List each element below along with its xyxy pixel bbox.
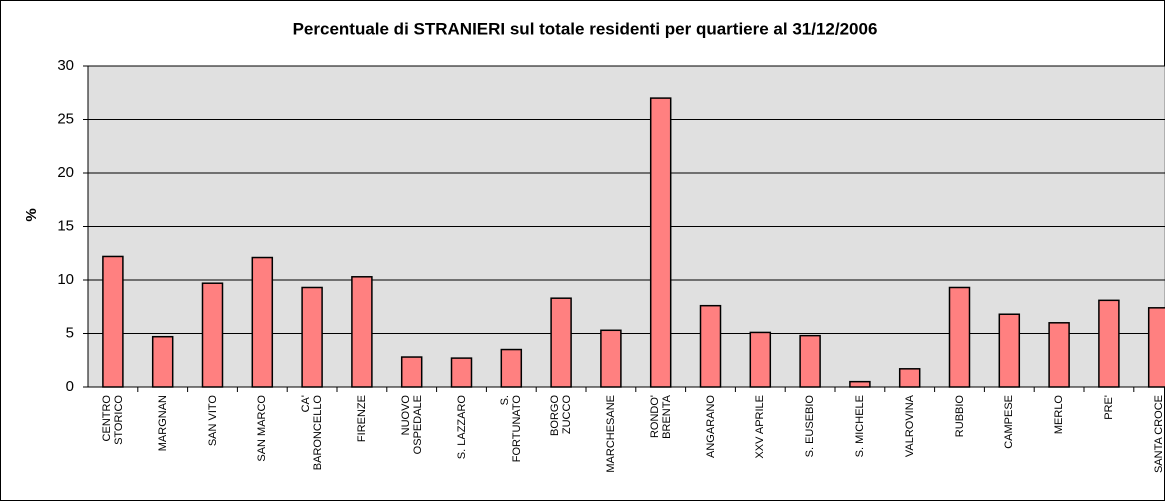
x-tick-label: CAMPESE bbox=[1003, 395, 1016, 449]
x-tick-label: FIRENZE bbox=[355, 395, 368, 443]
x-tick-label: PRE' bbox=[1102, 395, 1115, 420]
y-tick-label: 10 bbox=[57, 271, 74, 288]
x-tick-label: MARCHESANE bbox=[604, 395, 617, 473]
bar bbox=[1048, 322, 1070, 388]
bar bbox=[301, 286, 323, 388]
x-tick-label: SANTA CROCE bbox=[1152, 395, 1165, 474]
x-tick-label: S. EUSEBIO bbox=[804, 395, 817, 458]
y-tick-label: 30 bbox=[57, 57, 74, 74]
y-tick-label: 15 bbox=[57, 217, 74, 234]
bar bbox=[400, 356, 423, 388]
x-tick-label: BORGO ZUCCO bbox=[549, 395, 574, 436]
bar bbox=[500, 348, 523, 388]
bar bbox=[699, 304, 722, 388]
bar bbox=[450, 357, 473, 388]
x-tick-label: MARGNAN bbox=[156, 395, 169, 452]
x-tick-label: ANGARANO bbox=[704, 395, 717, 458]
bar bbox=[1098, 299, 1120, 388]
bar bbox=[201, 282, 224, 388]
bar bbox=[251, 256, 274, 388]
x-tick-label: RUBBIO bbox=[953, 395, 966, 438]
y-tick-label: 0 bbox=[66, 378, 74, 395]
x-tick-label: NUOVO OSPEDALE bbox=[399, 395, 424, 455]
y-tick-label: 25 bbox=[57, 110, 74, 127]
bar bbox=[600, 329, 622, 388]
x-tick-label: S. FORTUNATO bbox=[499, 395, 524, 463]
bar bbox=[849, 380, 871, 388]
x-tick-label: MERLO bbox=[1053, 395, 1066, 435]
bar bbox=[102, 255, 124, 388]
y-tick-label: 5 bbox=[66, 324, 74, 341]
x-tick-label: SAN MARCO bbox=[256, 395, 269, 462]
x-tick-label: VALROVINA bbox=[903, 395, 916, 458]
bar bbox=[948, 286, 971, 388]
bar bbox=[749, 331, 772, 388]
bar bbox=[151, 335, 174, 388]
bar bbox=[998, 313, 1021, 388]
y-tick-label: 20 bbox=[57, 164, 74, 181]
bar bbox=[1147, 307, 1165, 388]
x-tick-label: XXV APRILE bbox=[754, 395, 767, 459]
bar bbox=[550, 297, 572, 388]
bar bbox=[898, 368, 921, 388]
x-tick-label: SAN VITO bbox=[206, 395, 219, 447]
y-axis-label: % bbox=[23, 208, 40, 221]
bar bbox=[799, 334, 821, 388]
x-tick-label: CENTRO STORICO bbox=[100, 395, 125, 445]
bar bbox=[649, 97, 672, 388]
x-tick-label: S. LAZZARO bbox=[455, 395, 468, 460]
x-tick-label: RONDO' BRENTA bbox=[648, 395, 673, 439]
x-tick-label: S. MICHELE bbox=[853, 395, 866, 458]
chart-title: Percentuale di STRANIERI sul totale resi… bbox=[293, 19, 878, 38]
x-tick-label: CA' BARONCELLO bbox=[300, 395, 325, 471]
bar bbox=[351, 276, 373, 388]
